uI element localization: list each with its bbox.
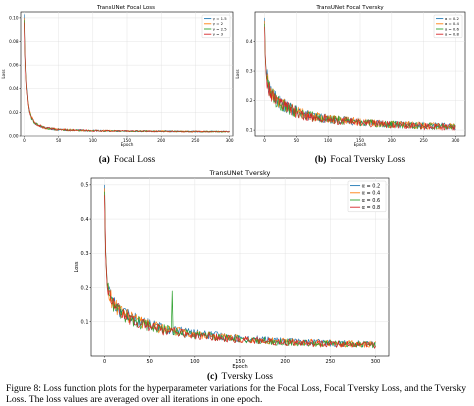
x-tick-label: 200 xyxy=(388,138,396,143)
x-tick-label: 300 xyxy=(371,359,381,365)
legend-box xyxy=(433,14,463,38)
series-line xyxy=(264,20,456,130)
y-tick-label: 0.3 xyxy=(246,69,253,74)
x-tick-label: 300 xyxy=(451,138,459,143)
subcaption: (c) Tversky Loss xyxy=(207,371,273,382)
legend-box xyxy=(347,180,387,212)
series-line xyxy=(24,22,230,133)
plot-area: 0 50 100 150 200 250 300 0.1 0.2 0.3 0.4 0.5 α = 0.2… xyxy=(81,178,389,365)
subcaption-label: (b) xyxy=(315,154,327,165)
chart-title: TransUNet Focal Tversky xyxy=(315,5,384,11)
y-tick-label: 0.00 xyxy=(9,133,19,138)
x-tick-label: 200 xyxy=(280,359,290,365)
x-tick-label: 50 xyxy=(147,359,153,365)
series-line xyxy=(104,188,376,348)
x-axis-label: Epoch xyxy=(232,364,247,370)
y-tick-label: 0.1 xyxy=(81,320,89,326)
y-tick-label: 0.2 xyxy=(246,98,253,103)
series-line xyxy=(104,195,376,349)
x-tick-label: 250 xyxy=(191,138,199,143)
y-tick-label: 0.2 xyxy=(81,285,89,291)
y-tick-label: 0.1 xyxy=(246,128,253,133)
x-tick-label: 100 xyxy=(190,359,200,365)
figure-caption-line-1: Figure 8: Loss function plots for the hy… xyxy=(6,383,467,394)
y-axis-label: Loss xyxy=(235,69,240,78)
legend-label: α = 0.8 xyxy=(362,205,381,211)
x-tick-label: 0 xyxy=(263,138,266,143)
x-tick-label: 100 xyxy=(89,138,97,143)
x-tick-label: 200 xyxy=(157,138,165,143)
x-axis-label: Epoch xyxy=(354,142,367,147)
legend-label: α = 0.4 xyxy=(445,21,460,26)
legend-label: α = 0.2 xyxy=(362,183,381,189)
series-line xyxy=(264,26,456,131)
subcaption-text: Focal Tversky Loss xyxy=(330,155,405,165)
x-tick-label: 50 xyxy=(56,138,62,143)
panel-focal-loss: TransUNet Focal Loss 0 50 100 150 200 250 3000… xyxy=(1,5,234,165)
legend-label: γ = 1.5 xyxy=(213,16,227,21)
panel-tversky-loss: TransUNet Tversky 0 50 100 150 200 250 3000.10… xyxy=(74,169,390,382)
chart-title: TransUNet Focal Loss xyxy=(96,5,155,11)
x-tick-label: 150 xyxy=(235,359,245,365)
y-tick-label: 0.4 xyxy=(81,217,89,223)
legend-box xyxy=(201,14,231,38)
y-tick-label: 0.04 xyxy=(9,86,19,91)
x-tick-label: 0 xyxy=(23,138,26,143)
y-tick-label: 0.5 xyxy=(81,183,89,189)
subcaption-text: Focal Loss xyxy=(114,155,156,165)
subcaption: (a) Focal Loss xyxy=(99,154,156,165)
legend-label: α = 0.6 xyxy=(445,26,460,31)
x-tick-label: 150 xyxy=(123,138,131,143)
panel-focal-tversky-loss: TransUNet Focal Tversky 0 50 100 150 200 250 3… xyxy=(235,5,466,165)
subcaption-label: (c) xyxy=(207,371,218,382)
y-axis-label: Loss xyxy=(74,261,80,272)
subcaption-text: Tversky Loss xyxy=(222,372,274,382)
legend-label: α = 0.4 xyxy=(362,191,381,197)
legend-label: α = 0.8 xyxy=(445,32,460,37)
chart-title: TransUNet Tversky xyxy=(209,169,271,177)
x-tick-label: 300 xyxy=(226,138,234,143)
x-tick-label: 50 xyxy=(294,138,300,143)
figure-caption-line-2: Loss. The loss values are averaged over … xyxy=(6,394,263,405)
legend-label: γ = 3 xyxy=(213,32,224,37)
series-line xyxy=(104,184,376,348)
y-tick-label: 0.02 xyxy=(9,110,19,115)
x-tick-label: 0 xyxy=(103,359,106,365)
legend-label: γ = 2.5 xyxy=(213,26,227,31)
y-tick-label: 0.4 xyxy=(246,39,253,44)
y-axis-label: Loss xyxy=(1,69,6,78)
legend-label: γ = 2 xyxy=(213,21,224,26)
y-tick-label: 0.08 xyxy=(9,39,19,44)
y-tick-label: 0.06 xyxy=(9,63,19,68)
x-tick-label: 250 xyxy=(326,359,336,365)
plot-area: 0 50 100 150 200 250 300 0.00 0.02 0.04 0.06 0.08 0.… xyxy=(9,12,234,143)
y-tick-label: 0.3 xyxy=(81,251,89,257)
x-tick-label: 250 xyxy=(420,138,428,143)
x-axis-label: Epoch xyxy=(121,142,134,147)
y-tick-label: 0.10 xyxy=(9,15,19,20)
x-tick-label: 100 xyxy=(324,138,332,143)
legend-label: α = 0.2 xyxy=(445,16,460,21)
legend-label: α = 0.6 xyxy=(362,198,381,204)
subcaption-label: (a) xyxy=(99,154,110,165)
subcaption: (b) Focal Tversky Loss xyxy=(315,154,406,165)
x-tick-label: 150 xyxy=(356,138,364,143)
